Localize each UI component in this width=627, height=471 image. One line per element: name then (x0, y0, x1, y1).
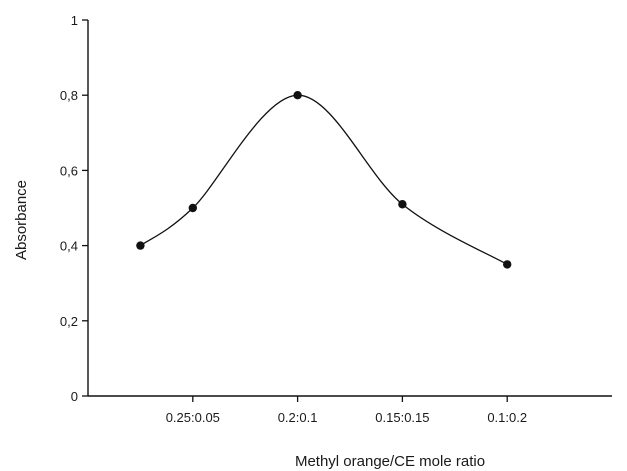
data-point (398, 200, 407, 209)
x-tick-label: 0.25:0.05 (166, 410, 220, 425)
y-tick-label: 0,8 (60, 88, 78, 103)
y-tick-label: 0,4 (60, 239, 78, 254)
data-point (293, 91, 302, 100)
x-tick-label: 0.2:0.1 (278, 410, 318, 425)
y-tick-label: 0,2 (60, 314, 78, 329)
y-axis: 0 0,2 0,4 0,6 0,8 1 (60, 13, 89, 404)
x-tick-label: 0.1:0.2 (487, 410, 527, 425)
data-point (503, 260, 512, 269)
series-line (140, 94, 508, 265)
data-point (136, 241, 145, 250)
y-tick-label: 0 (71, 389, 78, 404)
y-axis-title: Absorbance (13, 180, 30, 260)
data-point (188, 203, 197, 213)
x-tick-label: 0.15:0.15 (375, 410, 429, 425)
series (136, 91, 512, 269)
y-tick-label: 1 (71, 13, 78, 28)
y-tick-label: 0,6 (60, 163, 78, 178)
x-axis-title: Methyl orange/CE mole ratio (295, 453, 485, 470)
x-axis: 0.25:0.05 0.2:0.1 0.15:0.15 0.1:0.2 (88, 395, 612, 425)
